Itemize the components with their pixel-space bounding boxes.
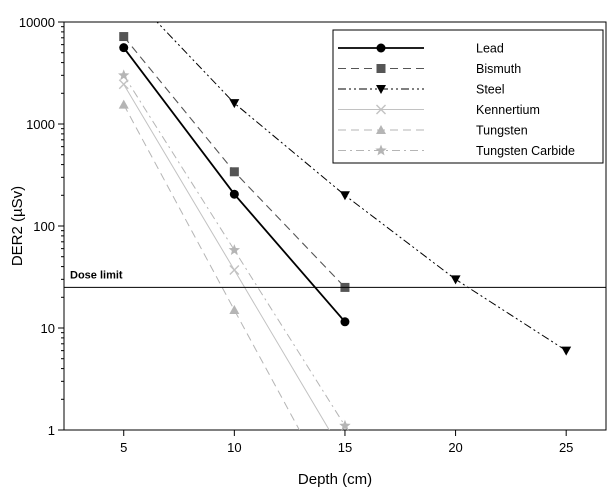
legend-box [332, 29, 604, 164]
x-tick-label: 10 [227, 440, 241, 455]
legend-label: Steel [476, 83, 505, 97]
data-point [229, 305, 240, 315]
data-point [118, 99, 129, 109]
legend-marker [376, 43, 386, 53]
legend-label: Bismuth [476, 62, 521, 76]
x-axis: 5 10 15 20 25 [120, 430, 573, 455]
data-point [561, 346, 572, 356]
data-point [339, 191, 350, 201]
series-line [123, 47, 346, 323]
y-tick-label: 10 [41, 321, 55, 336]
legend-marker [375, 144, 387, 156]
legend-label: Tungsten [476, 124, 528, 138]
data-point [118, 69, 130, 81]
data-point [340, 317, 350, 327]
y-tick-label: 1000 [26, 117, 55, 132]
x-axis-title: Depth (cm) [298, 471, 372, 488]
legend: Lead Bismuth Steel Kennertium Tungsten Tungst… [332, 29, 604, 164]
y-tick-label: 1 [48, 423, 55, 438]
legend-label: Tungsten Carbide [476, 144, 575, 158]
legend-marker [376, 64, 386, 73]
y-tick-label: 10000 [19, 15, 55, 30]
legend-label: Kennertium [476, 103, 540, 117]
data-point [228, 244, 241, 255]
data-point [119, 32, 129, 42]
data-point [229, 265, 240, 276]
dose-limit-label: Dose limit [70, 269, 123, 281]
x-tick-label: 5 [120, 440, 127, 455]
legend-label: Lead [476, 42, 504, 56]
data-point [229, 99, 240, 109]
legend-marker [376, 125, 386, 134]
x-tick-label: 20 [448, 440, 462, 455]
data-point [339, 419, 351, 431]
data-point [229, 189, 239, 199]
data-point [229, 167, 239, 177]
x-tick-label: 15 [338, 440, 352, 455]
y-tick-label: 100 [33, 219, 55, 234]
data-point [119, 43, 129, 53]
legend-marker [376, 104, 386, 115]
legend-marker [376, 85, 386, 94]
y-axis: 1 10 100 1000 10000 [19, 15, 64, 438]
data-point [450, 275, 461, 285]
plot-area: Dose limit [63, 21, 607, 431]
data-point [118, 79, 129, 90]
y-axis-title: DER2 (µSv) [9, 186, 26, 266]
series-line [156, 22, 567, 352]
series-line [123, 75, 346, 427]
x-tick-label: 25 [559, 440, 573, 455]
